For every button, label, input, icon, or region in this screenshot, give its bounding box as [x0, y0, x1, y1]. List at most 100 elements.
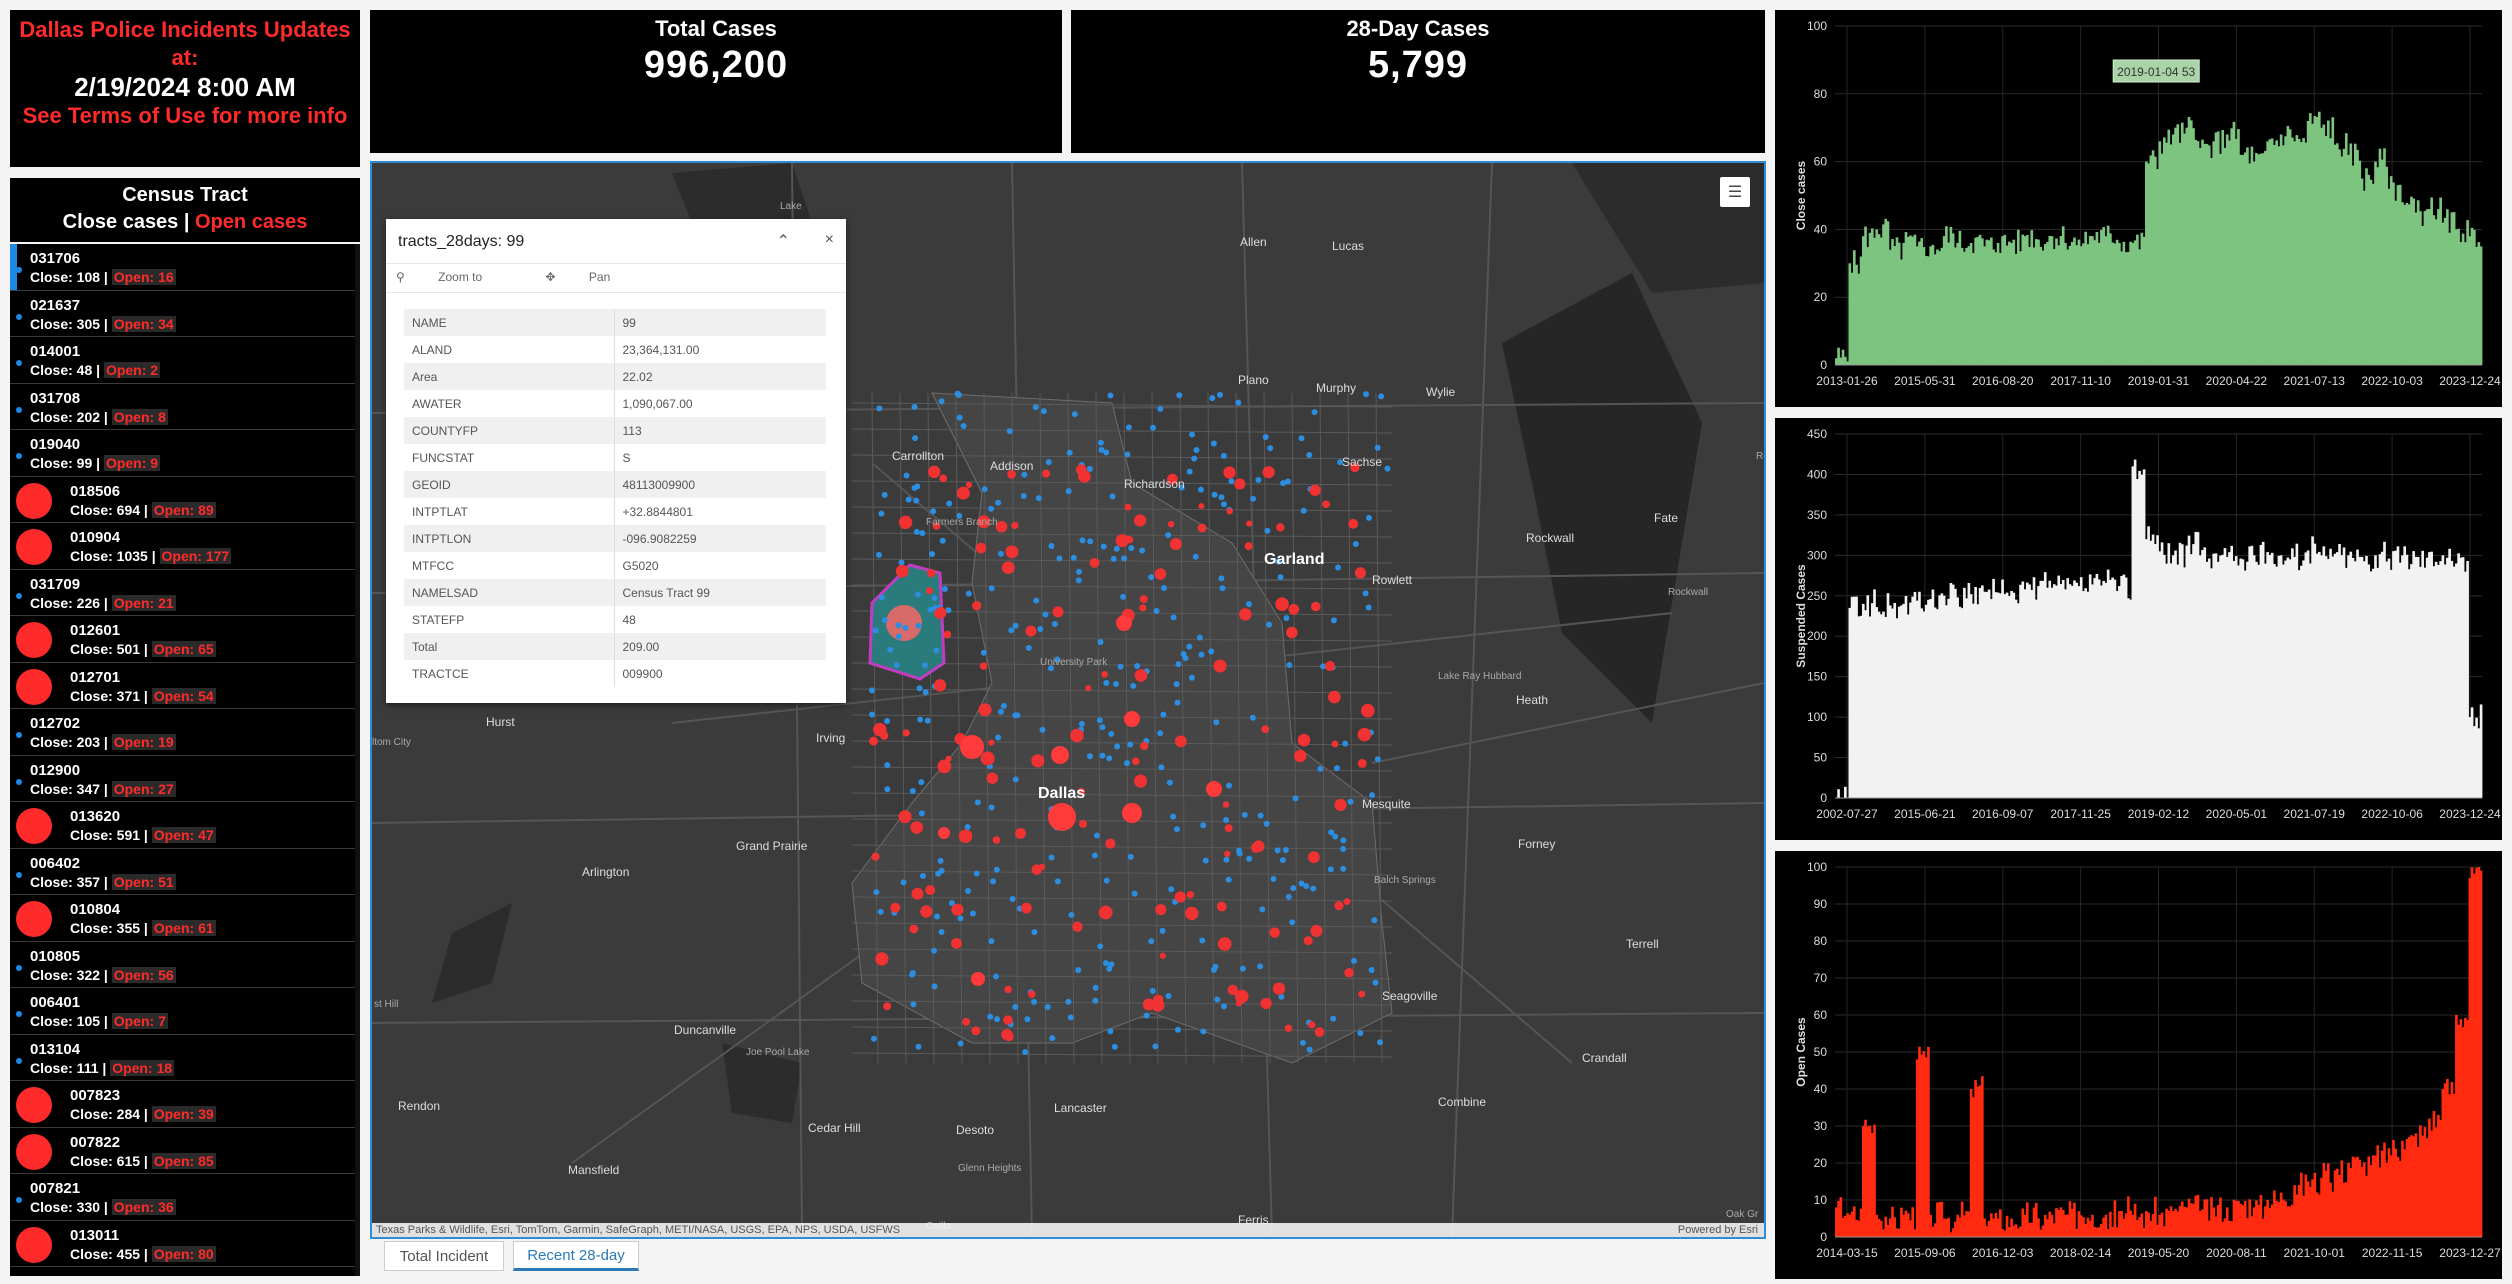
data-bar[interactable] [2394, 1148, 2398, 1237]
data-bar[interactable] [1929, 1214, 1933, 1237]
data-bar[interactable] [2297, 138, 2301, 365]
data-bar[interactable] [1875, 607, 1879, 798]
data-bar[interactable] [2043, 1214, 2047, 1237]
data-bar[interactable] [2369, 1165, 2373, 1237]
data-bar[interactable] [2380, 159, 2384, 365]
data-bar[interactable] [2268, 1208, 2272, 1237]
close-case-dot[interactable] [909, 971, 916, 978]
data-bar[interactable] [2160, 1212, 2164, 1237]
data-bar[interactable] [2140, 474, 2144, 798]
data-bar[interactable] [2273, 564, 2276, 798]
open-case-dot[interactable] [1358, 990, 1366, 998]
close-case-dot[interactable] [1075, 568, 1082, 575]
data-bar[interactable] [2338, 1174, 2341, 1237]
open-case-dot[interactable] [1115, 533, 1129, 548]
data-bar[interactable] [1998, 1209, 2002, 1237]
close-case-dot[interactable] [911, 403, 918, 410]
close-case-dot[interactable] [1279, 857, 1286, 864]
data-bar[interactable] [2383, 1142, 2386, 1237]
data-bar[interactable] [2212, 1207, 2216, 1237]
data-bar[interactable] [2432, 566, 2436, 798]
data-bar[interactable] [2369, 571, 2373, 798]
data-bar[interactable] [1855, 596, 1858, 798]
data-bar[interactable] [2059, 583, 2063, 798]
data-bar[interactable] [2295, 135, 2299, 365]
list-item[interactable]: 031709 Close: 226 | Open: 21 [10, 570, 355, 616]
data-bar[interactable] [2248, 163, 2252, 365]
list-item[interactable]: 013011 Close: 455 | Open: 80 [10, 1221, 355, 1267]
data-bar[interactable] [2133, 1203, 2137, 1237]
open-case-dot[interactable] [1133, 514, 1147, 527]
data-bar[interactable] [1994, 592, 1998, 798]
data-bar[interactable] [1900, 259, 1903, 365]
data-bar[interactable] [2136, 1220, 2139, 1237]
data-bar[interactable] [2140, 1213, 2144, 1237]
data-bar[interactable] [2198, 1211, 2202, 1237]
close-case-dot[interactable] [1066, 449, 1073, 456]
data-bar[interactable] [2019, 1226, 2022, 1237]
data-bar[interactable] [2093, 578, 2096, 798]
data-bar[interactable] [2419, 566, 2422, 798]
data-bar[interactable] [2297, 1184, 2301, 1237]
data-bar[interactable] [2437, 564, 2440, 798]
data-bar[interactable] [1974, 1080, 1977, 1237]
close-case-dot[interactable] [1031, 998, 1038, 1005]
close-case-dot[interactable] [1213, 719, 1220, 726]
data-bar[interactable] [2131, 1214, 2135, 1237]
data-bar[interactable] [1933, 1223, 1937, 1237]
close-case-dot[interactable] [1131, 890, 1138, 897]
data-bar[interactable] [2106, 1228, 2110, 1237]
data-bar[interactable] [2475, 717, 2478, 798]
open-case-dot[interactable] [1028, 990, 1036, 998]
data-bar[interactable] [2028, 247, 2031, 365]
data-bar[interactable] [2111, 1226, 2114, 1237]
data-bar[interactable] [1960, 247, 1964, 365]
suspended-cases-chart[interactable]: 0 50 100 150 200 250 300 350 400 450 2002-07-27 201… [1775, 418, 2502, 840]
data-bar[interactable] [2138, 470, 2141, 798]
close-case-dot[interactable] [997, 708, 1004, 715]
open-case-dot[interactable] [1224, 824, 1233, 833]
data-bar[interactable] [2347, 555, 2350, 798]
data-bar[interactable] [2259, 544, 2263, 798]
data-bar[interactable] [2250, 146, 2254, 365]
data-bar[interactable] [2088, 235, 2092, 365]
data-bar[interactable] [2183, 1207, 2186, 1237]
data-bar[interactable] [1918, 1046, 1921, 1237]
data-bar[interactable] [1933, 254, 1937, 365]
data-bar[interactable] [2156, 169, 2159, 365]
data-bar[interactable] [2174, 1208, 2177, 1237]
close-case-dot[interactable] [870, 1035, 877, 1042]
data-bar[interactable] [2277, 1202, 2281, 1237]
data-bar[interactable] [1909, 602, 1912, 798]
data-bar[interactable] [2192, 128, 2195, 365]
close-case-dot[interactable] [918, 810, 925, 817]
data-bar[interactable] [2151, 534, 2155, 798]
data-bar[interactable] [2324, 1170, 2328, 1237]
data-bar[interactable] [2169, 1206, 2173, 1237]
open-case-dot[interactable] [1001, 1028, 1013, 1041]
close-case-dot[interactable] [933, 647, 940, 654]
data-bar[interactable] [1987, 240, 1991, 365]
close-case-dot[interactable] [1092, 984, 1099, 991]
open-case-dot[interactable] [1048, 803, 1076, 831]
close-case-dot[interactable] [1186, 643, 1193, 650]
data-bar[interactable] [2421, 550, 2424, 798]
close-case-dot[interactable] [1264, 527, 1271, 534]
open-case-dot[interactable] [1216, 901, 1227, 912]
data-bar[interactable] [2156, 1224, 2159, 1237]
list-item[interactable]: 010904 Close: 1035 | Open: 177 [10, 523, 355, 570]
open-case-dot[interactable] [1124, 503, 1132, 511]
data-bar[interactable] [2223, 1218, 2227, 1237]
data-bar[interactable] [1972, 253, 1975, 365]
data-bar[interactable] [2448, 1094, 2451, 1237]
close-case-dot[interactable] [969, 910, 976, 917]
data-bar[interactable] [2068, 584, 2072, 798]
open-case-dot[interactable] [1331, 740, 1339, 748]
list-scrollbar[interactable] [355, 244, 360, 1276]
data-bar[interactable] [1879, 1220, 1883, 1237]
close-case-dot[interactable] [1275, 558, 1282, 565]
close-case-dot[interactable] [893, 662, 900, 669]
close-case-dot[interactable] [948, 900, 955, 907]
open-case-dot[interactable] [1262, 466, 1275, 479]
open-case-dot[interactable] [1286, 626, 1298, 639]
